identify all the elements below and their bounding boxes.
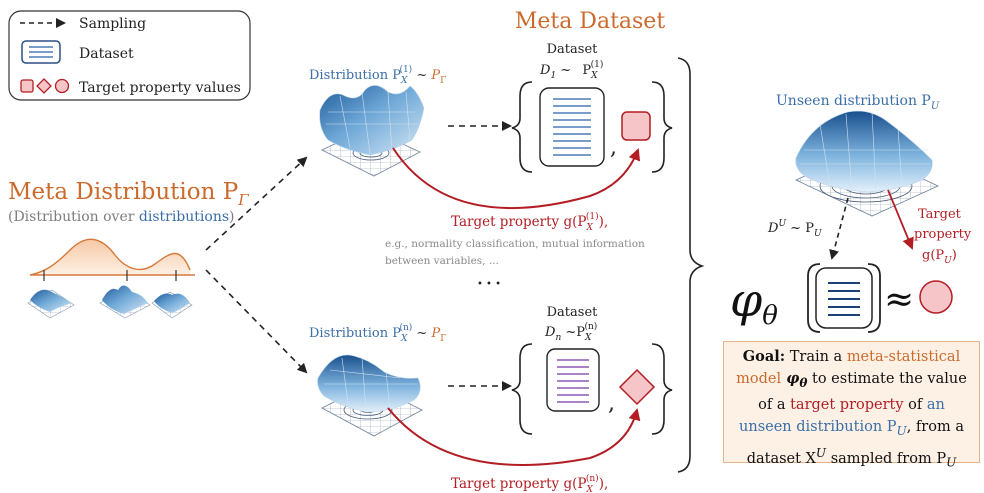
meta-distribution-caption: (Distribution over distributions) bbox=[8, 209, 235, 225]
model-input-brackets bbox=[807, 263, 881, 333]
goal-target-words: target property bbox=[790, 396, 904, 413]
top-dataset-set: , bbox=[511, 81, 673, 173]
unseen-target-arrow bbox=[887, 189, 914, 250]
unseen-distribution-surface bbox=[795, 110, 939, 217]
branch-ellipsis: • • • bbox=[477, 279, 501, 290]
bottom-target-value-diamond bbox=[618, 368, 656, 406]
bottom-target-arrow bbox=[387, 407, 641, 466]
unseen-target-line3: g(PU) bbox=[922, 248, 957, 266]
goal-unseen-words: an unseen distribution PU bbox=[739, 396, 945, 438]
unseen-dataset-expr: DU ~ PU bbox=[767, 219, 822, 239]
top-dataset-sampling-expr: D1 ~ Distribution PPX(1) bbox=[539, 59, 603, 81]
unseen-target-line2: property bbox=[914, 227, 972, 242]
bottom-dataset-set: , bbox=[511, 343, 673, 435]
goal-text-4: , from a dataset X bbox=[746, 418, 964, 467]
svg-text:,: , bbox=[610, 135, 617, 160]
goal-phi: φ bbox=[781, 370, 800, 387]
bottom-distribution-label: Distribution PX(n) ~ PΓ bbox=[309, 322, 446, 344]
model-phi-symbol: φθ bbox=[730, 273, 778, 331]
unseen-sampling-arrow bbox=[829, 197, 849, 260]
bottom-distribution-surface bbox=[317, 354, 423, 437]
goal-model-words: meta-statistical model bbox=[736, 349, 961, 387]
top-example-line2: between variables, ... bbox=[385, 255, 499, 267]
meta-dataset-brace bbox=[677, 57, 705, 473]
sampling-arrow-to-top bbox=[205, 156, 308, 251]
legend-dataset-label: Dataset bbox=[79, 46, 134, 62]
sampling-arrow-to-bottom bbox=[205, 269, 308, 374]
goal-text-1: Train a bbox=[785, 349, 847, 365]
top-target-arrow bbox=[392, 147, 641, 210]
meta-dataset-title: Meta Dataset bbox=[515, 9, 666, 34]
goal-x-sup: U bbox=[815, 445, 827, 460]
unseen-distribution-label: Unseen distribution PU bbox=[776, 93, 940, 112]
predicted-target-circle bbox=[919, 280, 953, 314]
top-distribution-label: Distribution PX(1) ~ PΓ bbox=[309, 64, 446, 86]
legend-sampling-label: Sampling bbox=[79, 16, 146, 32]
top-target-property-label: Target property g(PX(1)), bbox=[451, 211, 608, 233]
bottom-dataset-sampling-expr: Dn ~PX(n) bbox=[544, 321, 597, 343]
legend: Sampling Dataset Target property values bbox=[8, 10, 251, 101]
approx-symbol: ≈ bbox=[884, 279, 914, 320]
bottom-dataset-label: Dataset bbox=[547, 305, 599, 320]
goal-box: Goal: Train a meta-statistical model φθ … bbox=[723, 341, 980, 470]
legend-target-label: Target property values bbox=[79, 80, 241, 96]
goal-label: Goal: bbox=[742, 348, 786, 365]
goal-p-sub: U bbox=[946, 455, 957, 470]
goal-text-2: to estimate the value of a bbox=[758, 371, 967, 413]
goal-text-5: sampled from P bbox=[826, 450, 947, 467]
unseen-target-line1: Target bbox=[918, 207, 962, 222]
top-example-line1: e.g., normality classification, mutual i… bbox=[385, 238, 645, 250]
meta-distribution-title: Meta Distribution PΓ bbox=[8, 179, 249, 209]
legend-target-shapes-icon bbox=[20, 78, 70, 94]
unseen-dataset-lines bbox=[828, 282, 860, 316]
goal-text-3: of bbox=[903, 396, 927, 413]
top-dataset-label: Dataset bbox=[547, 42, 599, 57]
meta-density-curve bbox=[29, 238, 195, 281]
sample-surface-thumbnails bbox=[27, 285, 193, 319]
svg-text:,: , bbox=[608, 391, 615, 416]
top-distribution-surface bbox=[319, 85, 425, 177]
bottom-target-property-label: Target property g(PX(n)), bbox=[451, 473, 608, 493]
legend-dataset-icon bbox=[21, 40, 61, 64]
top-target-value-square bbox=[621, 111, 651, 141]
goal-phi-sub: θ bbox=[799, 375, 808, 390]
